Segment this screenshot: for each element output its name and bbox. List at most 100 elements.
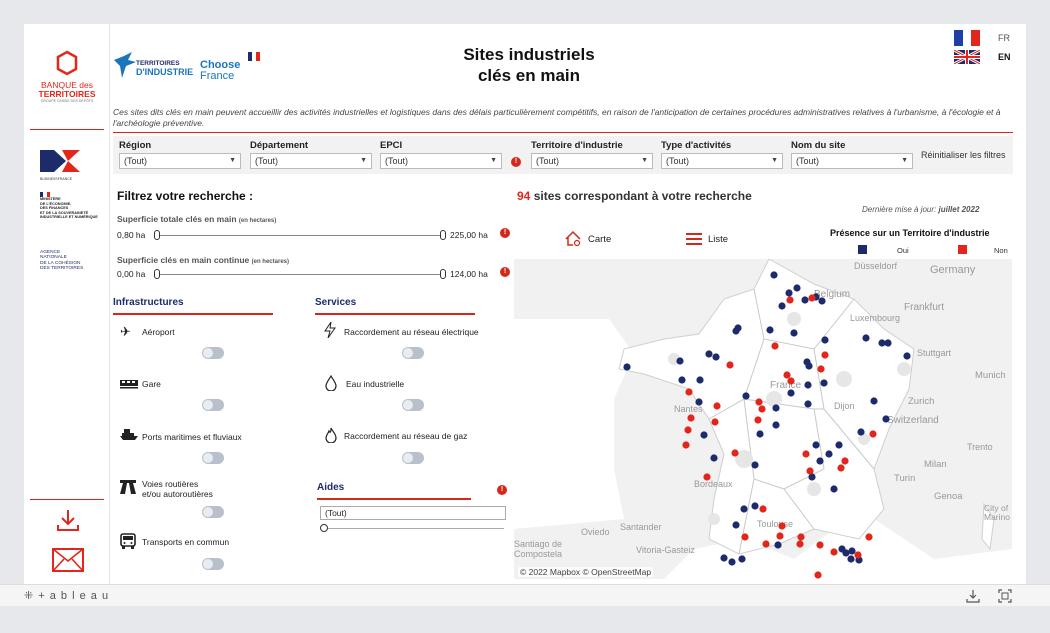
ministere-logo: MINISTÈRE DE L'ÉCONOMIE, DES FINANCES ET… xyxy=(40,192,102,220)
map-label: France xyxy=(770,380,802,391)
map-label: Oviedo xyxy=(581,527,610,537)
tableau-logo[interactable]: ⁜ + a b l e a u xyxy=(24,590,110,602)
map-label: Munich xyxy=(975,370,1006,381)
legend-title: Présence sur un Territoire d'industrie xyxy=(830,228,990,238)
map-label: Dijon xyxy=(834,401,855,411)
map[interactable]: Düsseldorf Germany Belgium Luxembourg Fr… xyxy=(514,259,1012,579)
voies-toggle[interactable] xyxy=(202,506,224,518)
results-count: 94 sites correspondant à votre recherche xyxy=(517,189,752,203)
airport-toggle[interactable] xyxy=(202,347,224,359)
territoires-industrie-logo: TERRITOIRES D'INDUSTRIE xyxy=(112,52,202,82)
aides-input[interactable]: (Tout) xyxy=(320,506,506,520)
map-svg xyxy=(514,259,1012,579)
map-label: Nantes xyxy=(674,404,703,414)
page-title: Sites industriels clés en main xyxy=(463,45,595,85)
territoire-select[interactable]: (Tout) ▼ xyxy=(531,153,653,169)
anct-logo: AGENCE NATIONALE DE LA COHÉSION DES TERR… xyxy=(40,250,84,272)
ports-toggle[interactable] xyxy=(202,452,224,464)
map-label: Stuttgart xyxy=(917,348,952,358)
list-icon xyxy=(686,233,702,245)
infrastructures-heading: Infrastructures xyxy=(113,297,184,308)
map-label: Zurich xyxy=(908,396,935,407)
mail-button[interactable] xyxy=(52,548,84,577)
epci-info-icon[interactable]: ! xyxy=(511,157,521,167)
sup-total-info-icon[interactable]: ! xyxy=(500,228,510,238)
banque-territoires-logo: BANQUE des TERRITOIRES GROUPE CAISSE DES… xyxy=(32,50,102,104)
france-shape xyxy=(618,259,915,555)
french-flag-icon xyxy=(954,30,981,46)
business-france-logo: BUSINESSFRANCE xyxy=(40,150,80,181)
map-attribution: © 2022 Mapbox © OpenStreetMap xyxy=(518,567,654,577)
epci-select[interactable]: (Tout) ▼ xyxy=(380,153,502,169)
aides-slider[interactable] xyxy=(320,524,506,534)
sup-cont-slider[interactable] xyxy=(154,268,446,280)
map-label: Luxembourg xyxy=(850,313,901,323)
download-button[interactable] xyxy=(56,508,80,537)
gas-flame-icon xyxy=(324,427,338,448)
highway-icon xyxy=(120,480,136,499)
business-france-icon xyxy=(40,150,80,172)
map-label: Trento xyxy=(967,442,993,452)
uk-flag-icon xyxy=(954,50,980,64)
map-label: Düsseldorf xyxy=(854,261,898,271)
electricity-icon xyxy=(324,321,336,343)
map-label: Milan xyxy=(924,459,947,470)
sup-cont-min: 0,00 ha xyxy=(117,269,146,279)
map-label: Genoa xyxy=(934,491,963,502)
description-text: Ces sites dits clés en main peuvent accu… xyxy=(113,107,1001,128)
choose-france-logo: Choose France xyxy=(200,59,241,82)
left-sidebar: BANQUE des TERRITOIRES GROUPE CAISSE DES… xyxy=(24,24,110,584)
sup-total-slider[interactable] xyxy=(154,229,446,241)
hexagon-icon xyxy=(56,50,78,76)
sup-cont-max: 124,00 ha xyxy=(450,269,488,279)
reset-filters-button[interactable]: Réinitialiser les filtres xyxy=(921,150,1006,160)
gaz-toggle[interactable] xyxy=(402,452,424,464)
tableau-footer: ⁜ + a b l e a u xyxy=(0,584,1050,606)
sup-cont-info-icon[interactable]: ! xyxy=(500,267,510,277)
map-label: Turin xyxy=(894,473,916,484)
sup-total-min: 0,80 ha xyxy=(117,230,146,240)
services-heading: Services xyxy=(315,297,357,308)
filters-bar: Région (Tout) ▼ Département (Tout) ▼ EPCI … xyxy=(113,136,1013,174)
electricite-toggle[interactable] xyxy=(402,347,424,359)
type-select[interactable]: (Tout) ▼ xyxy=(661,153,783,169)
search-heading: Filtrez votre recherche : xyxy=(117,189,254,203)
map-label: Vitoria-Gasteiz xyxy=(636,545,695,555)
region-select[interactable]: (Tout) ▼ xyxy=(119,153,241,169)
mail-icon xyxy=(52,548,84,572)
water-icon xyxy=(324,374,338,396)
map-label: Santander xyxy=(620,522,662,532)
bird-icon xyxy=(114,52,136,78)
legend-non-swatch xyxy=(958,245,967,254)
aides-info-icon[interactable]: ! xyxy=(497,485,507,495)
map-label: Santiago de Compostela xyxy=(514,539,563,559)
share-icon[interactable] xyxy=(966,589,980,608)
transports-toggle[interactable] xyxy=(202,558,224,570)
map-label: Switzerland xyxy=(887,415,939,426)
gare-toggle[interactable] xyxy=(202,399,224,411)
map-label: City of Marino xyxy=(984,503,1010,522)
map-label: Germany xyxy=(930,264,976,276)
fullscreen-icon[interactable] xyxy=(998,589,1012,608)
train-icon xyxy=(120,376,138,394)
map-label: Frankfurt xyxy=(904,302,945,313)
last-update: Dernière mise à jour: juillet 2022 xyxy=(862,205,980,214)
map-label: Bordeaux xyxy=(694,479,733,489)
dashboard: BANQUE des TERRITOIRES GROUPE CAISSE DES… xyxy=(24,24,1026,584)
legend-oui-label: Oui xyxy=(897,246,909,255)
download-icon xyxy=(57,510,79,531)
map-label: Toulouse xyxy=(757,519,794,529)
sup-total-max: 225,00 ha xyxy=(450,230,488,240)
bus-icon xyxy=(120,533,136,554)
aides-heading: Aides xyxy=(317,482,345,493)
lang-fr-button[interactable]: FR xyxy=(954,30,1014,46)
eau-toggle[interactable] xyxy=(402,399,424,411)
map-pin-home-icon xyxy=(565,230,581,247)
legend-non-label: Non xyxy=(994,246,1008,255)
french-flag-small xyxy=(248,52,260,61)
departement-select[interactable]: (Tout) ▼ xyxy=(250,153,372,169)
lang-en-button[interactable]: EN xyxy=(954,50,1014,64)
site-select[interactable]: (Tout) ▼ xyxy=(791,153,913,169)
map-label: Belgium xyxy=(814,289,851,300)
tableau-cross-icon: ⁜ xyxy=(24,590,35,602)
